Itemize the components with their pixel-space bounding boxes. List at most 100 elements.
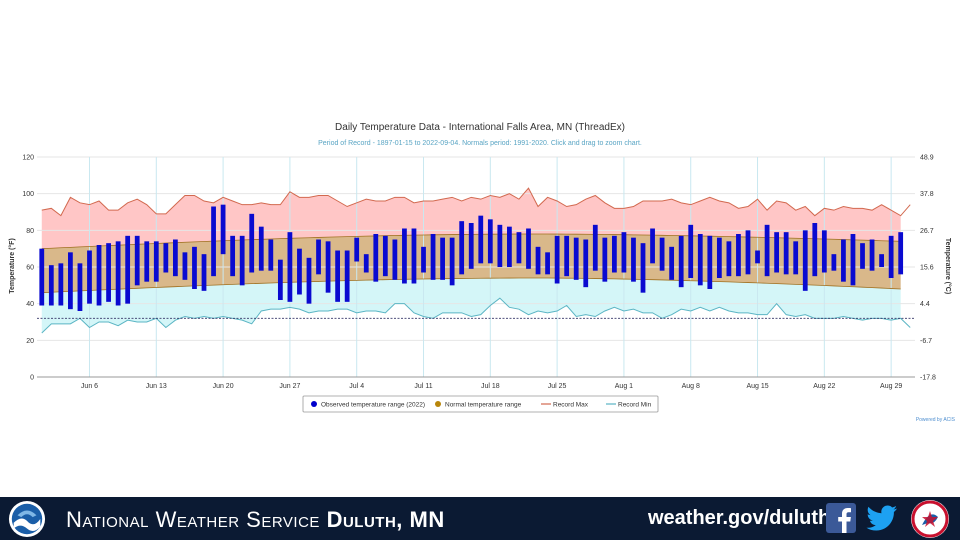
observed-range-bar[interactable] — [821, 230, 827, 273]
observed-range-bar[interactable] — [297, 248, 302, 295]
temperature-chart[interactable]: Daily Temperature Data - International F… — [0, 0, 960, 497]
observed-range-bar[interactable] — [774, 232, 780, 273]
observed-range-bar[interactable] — [573, 237, 579, 280]
observed-range-bar[interactable] — [841, 239, 846, 282]
y2-tick-label: 26.7 — [920, 228, 934, 235]
observed-range-bar[interactable] — [850, 234, 856, 286]
observed-range-bar[interactable] — [726, 241, 732, 277]
nws-prefix: National Weather Service — [66, 507, 320, 532]
observed-range-bar[interactable] — [535, 246, 541, 275]
observed-range-bar[interactable] — [373, 234, 379, 282]
observed-range-bar[interactable] — [39, 248, 45, 306]
observed-range-bar[interactable] — [602, 237, 608, 282]
observed-range-bar[interactable] — [239, 235, 245, 286]
observed-range-bar[interactable] — [449, 237, 455, 286]
observed-range-bar[interactable] — [879, 254, 884, 267]
observed-range-bar[interactable] — [783, 232, 789, 275]
observed-range-bar[interactable] — [745, 230, 751, 275]
observed-range-bar[interactable] — [611, 235, 617, 273]
observed-range-bar[interactable] — [583, 239, 589, 288]
observed-range-bar[interactable] — [306, 257, 312, 304]
observed-range-bar[interactable] — [211, 206, 216, 277]
observed-range-bar[interactable] — [96, 245, 102, 306]
observed-range-bar[interactable] — [316, 239, 321, 275]
observed-range-bar[interactable] — [898, 232, 904, 275]
observed-range-bar[interactable] — [268, 239, 274, 271]
observed-range-bar[interactable] — [468, 223, 474, 269]
observed-range-bar[interactable] — [755, 250, 760, 264]
observed-range-bar[interactable] — [277, 259, 283, 300]
observed-range-bar[interactable] — [411, 228, 417, 284]
observed-range-bar[interactable] — [68, 252, 73, 310]
observed-range-bar[interactable] — [640, 243, 646, 293]
observed-range-bar[interactable] — [430, 234, 436, 280]
observed-range-bar[interactable] — [363, 254, 369, 273]
observed-range-bar[interactable] — [478, 215, 484, 264]
observed-range-bar[interactable] — [793, 241, 799, 275]
observed-range-bar[interactable] — [182, 252, 188, 280]
observed-range-bar[interactable] — [325, 241, 331, 293]
observed-range-bar[interactable] — [669, 246, 675, 280]
observed-range-bar[interactable] — [354, 237, 360, 262]
observed-range-bar[interactable] — [650, 228, 655, 264]
observed-range-bar[interactable] — [87, 250, 92, 304]
twitter-bird-icon[interactable] — [866, 503, 898, 533]
facebook-f-icon[interactable] — [826, 503, 856, 533]
observed-range-bar[interactable] — [736, 234, 741, 277]
observed-range-bar[interactable] — [201, 254, 207, 291]
observed-range-bar[interactable] — [163, 243, 169, 273]
observed-range-bar[interactable] — [382, 235, 388, 277]
observed-range-bar[interactable] — [860, 243, 865, 269]
observed-range-bar[interactable] — [172, 239, 178, 277]
observed-range-bar[interactable] — [545, 252, 550, 275]
observed-range-bar[interactable] — [507, 226, 512, 267]
observed-range-bar[interactable] — [888, 235, 894, 278]
observed-range-bar[interactable] — [220, 204, 226, 255]
observed-range-bar[interactable] — [115, 241, 121, 306]
observed-range-bar[interactable] — [258, 226, 264, 271]
observed-range-bar[interactable] — [125, 235, 131, 304]
observed-range-bar[interactable] — [688, 224, 694, 278]
observed-range-bar[interactable] — [497, 224, 503, 267]
observed-range-bar[interactable] — [230, 235, 236, 277]
observed-range-bar[interactable] — [659, 237, 665, 271]
observed-range-bar[interactable] — [335, 250, 341, 302]
observed-range-bar[interactable] — [764, 224, 770, 277]
observed-range-bar[interactable] — [716, 237, 722, 278]
observed-range-bar[interactable] — [77, 263, 83, 311]
observed-range-bar[interactable] — [554, 235, 560, 284]
observed-range-bar[interactable] — [631, 237, 636, 282]
observed-range-bar[interactable] — [192, 246, 197, 289]
observed-range-bar[interactable] — [287, 232, 293, 302]
observed-range-bar[interactable] — [440, 237, 445, 280]
observed-range-bar[interactable] — [153, 241, 159, 282]
observed-range-bar[interactable] — [344, 250, 350, 302]
observed-range-bar[interactable] — [831, 254, 837, 271]
y-tick-label: 120 — [22, 155, 34, 162]
observed-range-bar[interactable] — [869, 239, 875, 271]
observed-range-bar[interactable] — [564, 235, 570, 277]
observed-range-bar[interactable] — [516, 232, 522, 264]
y2-tick-label: -17.8 — [920, 375, 936, 382]
observed-range-bar[interactable] — [402, 228, 407, 284]
observed-range-bar[interactable] — [144, 241, 150, 282]
observed-range-bar[interactable] — [48, 265, 54, 306]
observed-range-bar[interactable] — [392, 239, 398, 280]
observed-range-bar[interactable] — [134, 235, 140, 286]
observed-range-bar[interactable] — [707, 235, 713, 289]
observed-range-bar[interactable] — [106, 243, 111, 302]
observed-range-bar[interactable] — [459, 221, 465, 275]
observed-range-bar[interactable] — [526, 228, 531, 269]
observed-range-bar[interactable] — [421, 246, 426, 273]
website-url[interactable]: weather.gov/duluth — [648, 507, 831, 529]
observed-range-bar[interactable] — [58, 263, 64, 306]
observed-range-bar[interactable] — [592, 224, 598, 271]
observed-range-bar[interactable] — [812, 223, 818, 277]
observed-range-bar[interactable] — [697, 234, 703, 286]
observed-range-bar[interactable] — [802, 230, 808, 291]
observed-range-bar[interactable] — [678, 235, 684, 288]
observed-range-bar[interactable] — [249, 213, 255, 273]
observed-range-bar[interactable] — [621, 232, 627, 273]
plot-area[interactable]: 0 -17.8 20 -6.7 40 4.4 60 15.6 80 26.7 100 37.8 120 4… — [22, 155, 936, 391]
observed-range-bar[interactable] — [487, 219, 493, 264]
